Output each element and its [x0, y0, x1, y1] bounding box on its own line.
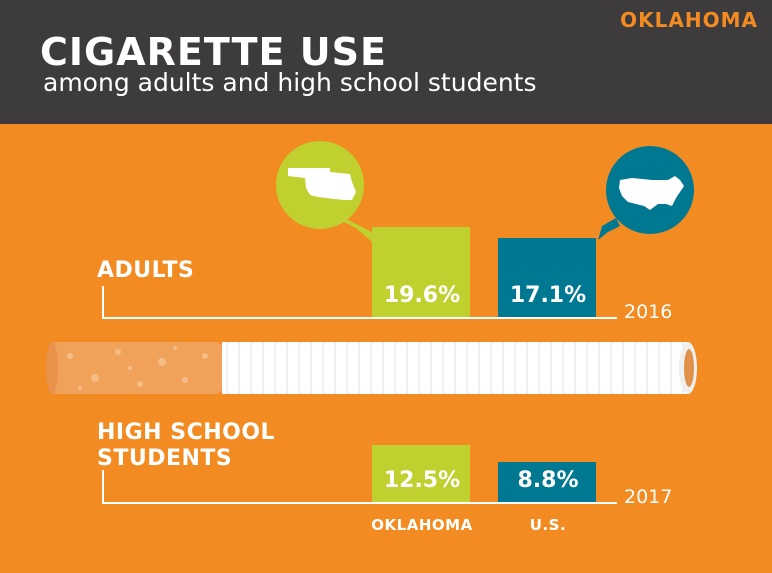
year-label-high-school: 2017 — [624, 486, 673, 508]
bar-hs-us — [498, 461, 596, 502]
oklahoma-map-icon — [276, 141, 372, 242]
adults-axis-line — [102, 317, 617, 319]
data-label-adults-us: 17.1% — [509, 283, 587, 308]
header-bar: OKLAHOMA CIGARETTE USE among adults and … — [0, 0, 772, 124]
page-title: CIGARETTE USE — [40, 30, 387, 74]
us-map-icon — [598, 146, 694, 240]
hs-axis-line — [102, 502, 617, 504]
year-label-adults: 2016 — [624, 301, 673, 323]
category-label-us: U.S. — [529, 516, 567, 534]
hs-axis-tick — [102, 470, 104, 503]
data-label-adults-oklahoma: 19.6% — [383, 283, 461, 308]
bar-hs-oklahoma — [372, 444, 470, 502]
bar-adults-us — [498, 238, 596, 317]
cigarette-illustration — [46, 342, 697, 394]
category-label-oklahoma: OKLAHOMA — [371, 516, 473, 534]
section-label-high-school: HIGH SCHOOL STUDENTS — [97, 420, 276, 471]
data-label-hs-us: 8.8% — [517, 468, 579, 493]
data-label-hs-oklahoma: 12.5% — [383, 468, 461, 493]
bar-adults-oklahoma — [372, 226, 470, 317]
page-subtitle: among adults and high school students — [43, 68, 537, 97]
section-label-adults: ADULTS — [97, 258, 195, 283]
state-tag: OKLAHOMA — [620, 8, 758, 32]
adults-axis-tick — [102, 286, 104, 318]
